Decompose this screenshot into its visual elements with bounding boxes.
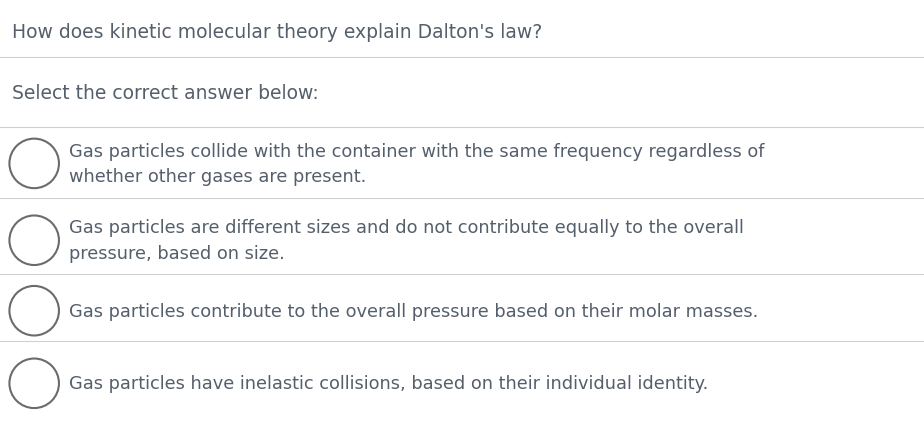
Text: Gas particles collide with the container with the same frequency regardless of
w: Gas particles collide with the container… xyxy=(69,142,765,186)
Text: Gas particles are different sizes and do not contribute equally to the overall
p: Gas particles are different sizes and do… xyxy=(69,219,744,262)
Text: Select the correct answer below:: Select the correct answer below: xyxy=(12,84,319,103)
Text: Gas particles have inelastic collisions, based on their individual identity.: Gas particles have inelastic collisions,… xyxy=(69,374,709,392)
Text: How does kinetic molecular theory explain Dalton's law?: How does kinetic molecular theory explai… xyxy=(12,23,542,41)
Text: Gas particles contribute to the overall pressure based on their molar masses.: Gas particles contribute to the overall … xyxy=(69,302,759,320)
